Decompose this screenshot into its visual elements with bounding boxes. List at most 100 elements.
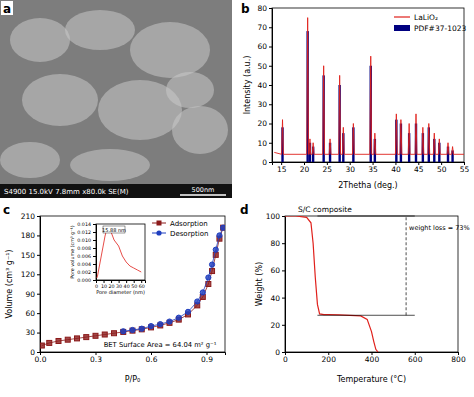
panel-label: d — [240, 203, 249, 217]
tick-mark — [37, 216, 40, 217]
tick-mark — [269, 85, 272, 86]
plot-area — [97, 227, 141, 278]
tick: 0 — [262, 158, 272, 167]
x-axis-title: Pore diameter (nm) — [96, 289, 145, 295]
tick: 600 — [408, 352, 423, 364]
tick-label: 40 — [391, 165, 401, 174]
tick-label: 0.002 — [77, 270, 91, 275]
tick: 50 — [131, 280, 137, 289]
tick: 0 — [95, 280, 98, 289]
tick-label: 180 — [21, 231, 36, 240]
data-point — [139, 327, 144, 332]
tick: 0.012 — [77, 230, 96, 235]
particle — [10, 18, 70, 62]
tick: 10 — [101, 280, 107, 289]
data-point — [167, 319, 172, 324]
x-axis-title: Temperature (°C) — [336, 375, 406, 384]
data-point — [148, 323, 153, 328]
plot-frame — [40, 216, 225, 352]
tick: 10 — [257, 139, 272, 148]
tick: 200 — [322, 352, 337, 364]
tick: 20 — [300, 162, 310, 174]
tick: 20 — [257, 119, 272, 128]
tick: 180 — [21, 231, 40, 240]
tick-mark — [93, 272, 96, 273]
data-point — [47, 340, 52, 345]
tick-label: 40 — [257, 81, 267, 90]
tick: 90 — [25, 290, 40, 299]
tick-label: 45 — [414, 165, 424, 174]
tick-label: 80 — [257, 4, 267, 13]
data-point — [195, 299, 200, 304]
inset-background — [96, 224, 145, 280]
particle — [65, 10, 135, 50]
tick-label: 0 — [275, 348, 280, 357]
tick: 0.006 — [77, 254, 96, 259]
tick-label: 0.6 — [146, 355, 158, 364]
data-point — [56, 338, 61, 343]
tick-mark — [269, 162, 272, 163]
tick-label: 60 — [257, 42, 267, 51]
tick-label: 0.3 — [90, 355, 102, 364]
tick: 0 — [30, 348, 40, 357]
data-point — [130, 328, 135, 333]
caption: S4900 15.0kV 7.8mm x80.0k SE(M) — [4, 188, 129, 196]
data-point — [176, 315, 181, 320]
image-area — [0, 0, 232, 198]
data-point — [121, 329, 126, 334]
tick-label: 40 — [270, 294, 280, 303]
tick-mark — [37, 313, 40, 314]
tick-mark — [37, 274, 40, 275]
tick-label: 0.006 — [77, 254, 91, 259]
tick-label: 80 — [270, 239, 280, 248]
tick-mark — [269, 47, 272, 48]
tick-mark — [282, 298, 285, 299]
tick: 40 — [391, 162, 401, 174]
tick-mark — [282, 325, 285, 326]
tick-label: 0.010 — [77, 238, 91, 243]
axis-line — [97, 281, 146, 284]
data-point — [112, 331, 117, 336]
axis-line — [41, 353, 226, 356]
tick-mark — [119, 280, 120, 283]
sem-image: S4900 15.0kV 7.8mm x80.0k SE(M)500nm — [0, 0, 232, 198]
data-point — [200, 290, 205, 295]
tick: 80 — [257, 4, 272, 13]
data-point — [75, 336, 80, 341]
tick-mark — [282, 270, 285, 271]
legend-label: LaLiO₂ — [414, 13, 438, 22]
tick: 60 — [257, 42, 272, 51]
data-point — [93, 333, 98, 338]
tick: 30 — [116, 280, 122, 289]
tick-mark — [282, 352, 285, 353]
tick-mark — [282, 216, 285, 217]
tick-label: 70 — [257, 23, 267, 32]
tick: 40 — [270, 294, 285, 303]
tick-label: 60 — [270, 266, 280, 275]
tick: 60 — [25, 309, 40, 318]
legend-label: PDF#37-1023 — [414, 24, 466, 33]
tick-label: 0.0 — [35, 355, 47, 364]
data-point — [130, 327, 135, 332]
data-point — [84, 335, 89, 340]
tick: 0 — [275, 348, 285, 357]
legend: AdsorptionDesorption — [152, 220, 208, 238]
tick: 20 — [270, 321, 285, 330]
tick: 0.0 — [35, 352, 47, 364]
data-point — [206, 275, 211, 280]
data-point — [102, 332, 107, 337]
panel-label: b — [241, 2, 250, 16]
legend-marker — [156, 230, 161, 235]
tick-mark — [93, 240, 96, 241]
annotation: BET Surface Area = 64.04 m² g⁻¹ — [104, 341, 217, 349]
tick: 210 — [21, 212, 40, 221]
legend-swatch — [394, 25, 410, 31]
tick: 0 — [283, 352, 288, 364]
tick-mark — [269, 124, 272, 125]
tick-mark — [93, 256, 96, 257]
tick: 0.6 — [146, 352, 158, 364]
tick-label: 400 — [365, 355, 380, 364]
data-line — [285, 216, 378, 352]
reference-line — [317, 216, 414, 217]
tick-mark — [37, 333, 40, 334]
